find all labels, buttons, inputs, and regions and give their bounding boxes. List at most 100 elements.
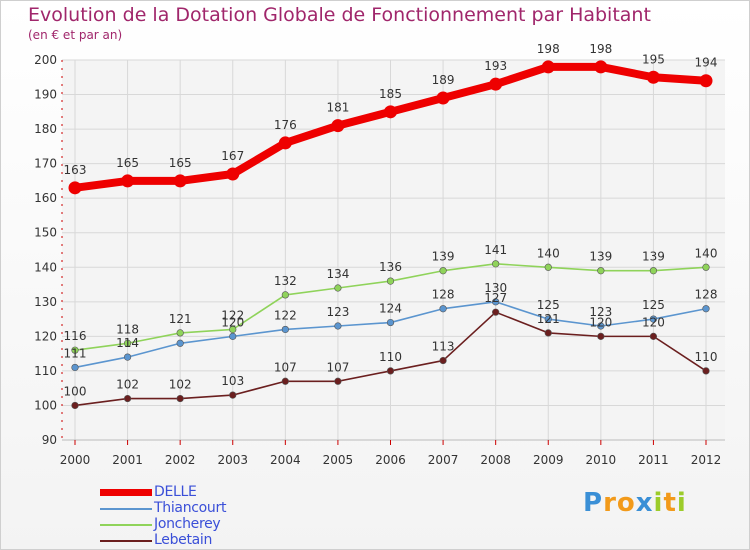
data-label-delle: 189 bbox=[432, 73, 455, 87]
data-point-delle bbox=[384, 105, 397, 119]
chart-subtitle: (en € et par an) bbox=[28, 28, 123, 42]
data-point-delle bbox=[173, 174, 187, 188]
legend-label-joncherey: Joncherey bbox=[154, 516, 221, 532]
data-point-lebetain bbox=[123, 394, 132, 403]
data-point-lebetain bbox=[702, 367, 710, 375]
data-label-delle: 198 bbox=[537, 42, 560, 56]
data-label-joncherey: 132 bbox=[274, 274, 297, 288]
data-point-joncherey bbox=[492, 260, 500, 268]
data-point-delle bbox=[68, 181, 82, 195]
data-label-lebetain: 107 bbox=[274, 360, 297, 374]
data-point-lebetain bbox=[439, 356, 447, 365]
data-point-joncherey bbox=[123, 339, 132, 347]
legend-swatch-joncherey bbox=[100, 524, 152, 526]
y-tick-label: 90 bbox=[42, 433, 57, 447]
data-label-thiancourt: 111 bbox=[64, 346, 87, 360]
legend-swatch-delle bbox=[100, 489, 152, 496]
data-point-thiancourt bbox=[334, 322, 342, 330]
y-tick-label: 190 bbox=[34, 88, 57, 102]
data-label-joncherey: 136 bbox=[379, 260, 402, 274]
legend-item-joncherey: Joncherey bbox=[100, 516, 360, 533]
x-tick-label: 2005 bbox=[323, 453, 354, 467]
logo-letter: o bbox=[616, 488, 636, 518]
data-label-thiancourt: 123 bbox=[589, 305, 612, 319]
logo-letter: x bbox=[635, 488, 654, 518]
data-point-thiancourt bbox=[176, 339, 184, 347]
data-point-joncherey bbox=[702, 263, 710, 271]
data-label-lebetain: 120 bbox=[642, 315, 665, 329]
data-point-lebetain bbox=[281, 377, 289, 385]
data-label-delle: 176 bbox=[274, 118, 297, 132]
data-label-lebetain: 113 bbox=[432, 340, 455, 354]
data-point-delle bbox=[541, 60, 555, 74]
data-point-delle bbox=[646, 70, 660, 84]
y-tick-label: 170 bbox=[34, 157, 57, 171]
x-tick-label: 2001 bbox=[112, 453, 143, 467]
x-tick-label: 2008 bbox=[480, 453, 511, 467]
legend-swatch-lebetain bbox=[100, 540, 152, 542]
data-label-delle: 167 bbox=[221, 149, 244, 163]
x-tick-label: 2007 bbox=[428, 453, 459, 467]
data-point-thiancourt bbox=[439, 305, 447, 313]
data-label-thiancourt: 125 bbox=[537, 298, 560, 312]
data-point-joncherey bbox=[71, 346, 79, 354]
legend-label-thiancourt: Thiancourt bbox=[154, 500, 227, 516]
legend-label-delle: DELLE bbox=[154, 484, 197, 500]
data-label-joncherey: 139 bbox=[589, 250, 612, 264]
data-label-thiancourt: 130 bbox=[484, 281, 507, 295]
data-label-lebetain: 121 bbox=[537, 312, 560, 326]
y-tick-label: 140 bbox=[34, 260, 57, 274]
legend-item-thiancourt: Thiancourt bbox=[100, 500, 360, 517]
data-label-delle: 194 bbox=[695, 56, 718, 70]
y-tick-label: 110 bbox=[34, 364, 57, 378]
data-point-delle bbox=[489, 77, 503, 91]
data-label-joncherey: 139 bbox=[432, 250, 455, 264]
data-point-joncherey bbox=[386, 277, 395, 285]
data-point-thiancourt bbox=[597, 322, 605, 330]
y-tick-label: 200 bbox=[34, 53, 57, 67]
x-tick-label: 2011 bbox=[638, 453, 669, 467]
data-point-thiancourt bbox=[71, 363, 79, 372]
x-tick-label: 2002 bbox=[165, 453, 196, 467]
x-tick-label: 2010 bbox=[586, 453, 617, 467]
x-tick-label: 2006 bbox=[375, 453, 406, 467]
data-point-thiancourt bbox=[702, 305, 710, 313]
data-label-delle: 185 bbox=[379, 87, 402, 101]
data-label-joncherey: 122 bbox=[221, 308, 244, 322]
data-label-joncherey: 140 bbox=[695, 246, 718, 260]
data-label-lebetain: 120 bbox=[589, 315, 612, 329]
legend-item-lebetain: Lebetain bbox=[100, 532, 360, 549]
data-point-delle bbox=[278, 136, 292, 150]
data-point-thiancourt bbox=[649, 315, 658, 323]
data-point-delle bbox=[331, 119, 345, 133]
data-label-thiancourt: 124 bbox=[379, 302, 402, 316]
data-point-joncherey bbox=[229, 325, 237, 334]
logo-letter: i bbox=[653, 488, 664, 518]
data-label-lebetain: 100 bbox=[64, 384, 87, 398]
logo-letter: t bbox=[663, 488, 677, 518]
y-tick-label: 160 bbox=[34, 191, 57, 205]
x-tick-label: 2012 bbox=[691, 453, 722, 467]
data-point-lebetain bbox=[492, 308, 500, 316]
data-point-lebetain bbox=[386, 367, 395, 375]
data-label-delle: 181 bbox=[326, 101, 349, 115]
plot-area bbox=[62, 60, 725, 440]
data-point-delle bbox=[226, 167, 240, 181]
data-point-thiancourt bbox=[544, 315, 552, 323]
data-label-delle: 163 bbox=[64, 163, 87, 177]
data-point-lebetain bbox=[176, 394, 184, 403]
data-label-lebetain: 102 bbox=[169, 378, 192, 392]
data-point-delle bbox=[436, 91, 450, 105]
data-label-lebetain: 127 bbox=[484, 291, 507, 305]
data-label-joncherey: 118 bbox=[116, 322, 139, 336]
legend-item-delle: DELLE bbox=[100, 484, 360, 501]
data-point-lebetain bbox=[649, 332, 658, 340]
data-label-lebetain: 102 bbox=[116, 378, 139, 392]
data-point-lebetain bbox=[229, 391, 237, 399]
data-point-thiancourt bbox=[123, 353, 132, 361]
x-tick-label: 2003 bbox=[217, 453, 248, 467]
y-tick-label: 120 bbox=[34, 329, 57, 343]
data-label-joncherey: 141 bbox=[484, 243, 507, 257]
x-tick-label: 2009 bbox=[533, 453, 564, 467]
data-point-thiancourt bbox=[492, 298, 500, 306]
